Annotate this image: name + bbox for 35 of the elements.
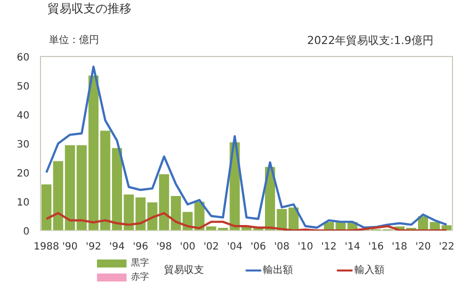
line-series: [45, 66, 448, 229]
x-tick-label: '22: [438, 242, 454, 252]
legend-label: 輸入額: [354, 264, 384, 276]
legend-label: 赤字: [130, 272, 149, 282]
y-tick-label: 20: [16, 168, 30, 180]
y-tick-label: 0: [23, 226, 30, 238]
y-axis-title: 単位：億円: [49, 34, 100, 46]
chart-title: 貿易収支の推移: [47, 2, 132, 16]
x-tick-label: '00: [180, 242, 196, 252]
x-tick-label: '08: [274, 242, 290, 252]
legend-label: 輸出額: [263, 264, 294, 276]
x-tick-label: '16: [368, 242, 384, 252]
y-tick-label: 40: [16, 110, 30, 122]
text: 2022年貿易収支:1.9億円: [307, 34, 434, 47]
x-tick-label: '18: [392, 242, 408, 252]
x-tick-label: '92: [86, 242, 102, 252]
x-tick-label: '14: [344, 242, 360, 252]
legend-title: 貿易収支: [164, 264, 204, 276]
x-tick-label: '02: [203, 242, 219, 252]
x-tick-label: '94: [109, 242, 125, 252]
y-tick-label: 10: [16, 198, 30, 208]
x-tick-label: '10: [298, 242, 314, 252]
x-tick-label: '20: [415, 242, 431, 252]
x-tick-label: 1988: [34, 242, 60, 252]
x-tick-label: '06: [250, 242, 266, 252]
y-tick-label: 60: [16, 52, 30, 64]
legend-label: 黒字: [130, 258, 149, 268]
x-tick-label: '04: [226, 242, 242, 252]
line-series: [45, 212, 448, 230]
x-tick-label: '96: [132, 242, 148, 252]
x-tick-label: '98: [156, 242, 172, 252]
x-tick-label: '90: [62, 242, 78, 252]
x-tick-label: '12: [321, 242, 337, 252]
y-tick-label: 30: [16, 140, 30, 150]
y-tick-label: 50: [16, 82, 30, 92]
